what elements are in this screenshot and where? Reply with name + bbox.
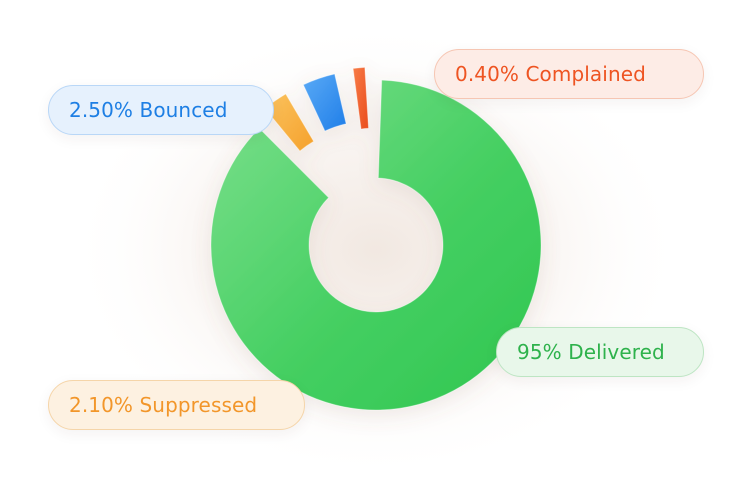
slice-delivered	[210, 79, 542, 411]
label-suppressed: 2.10% Suppressed	[48, 380, 305, 430]
slice-complained	[352, 66, 370, 130]
label-delivered: 95% Delivered	[496, 327, 704, 377]
slice-bounced	[302, 73, 347, 132]
label-bounced: 2.50% Bounced	[48, 85, 274, 135]
label-complained: 0.40% Complained	[434, 49, 704, 99]
